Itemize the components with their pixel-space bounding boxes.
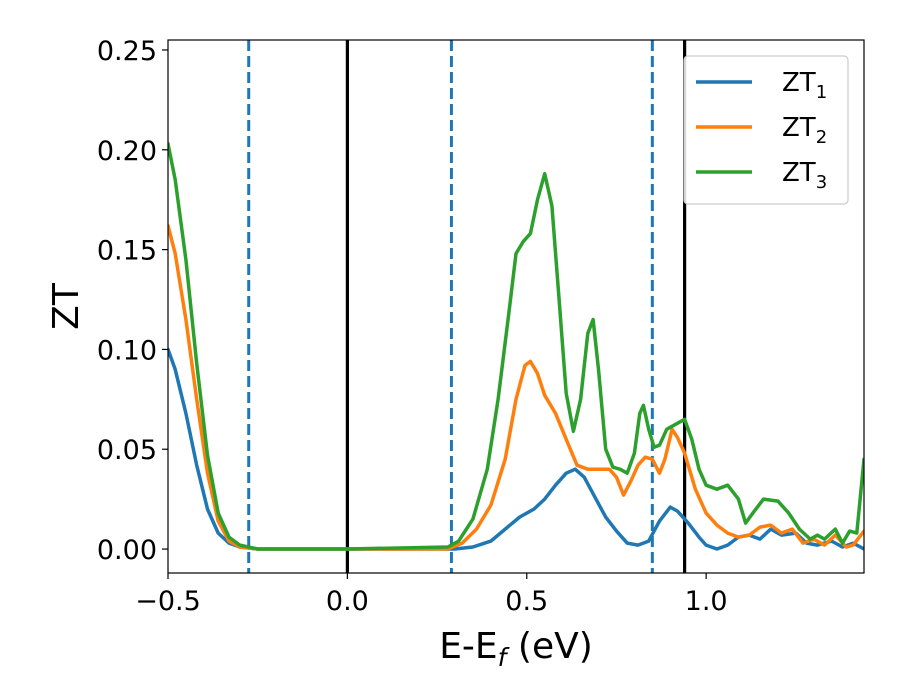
y-tick-label: 0.10 (97, 335, 157, 366)
legend-box (683, 55, 849, 205)
y-axis-title: ZT (46, 282, 87, 330)
y-axis-ticks: 0.00 0.05 0.10 0.15 0.20 0.25 (97, 36, 168, 566)
legend-label-zt3: ZT3 (782, 158, 827, 193)
series-line-zt1 (168, 347, 864, 551)
y-tick-label: 0.15 (97, 236, 157, 267)
series-lines (168, 142, 864, 551)
y-tick-label: 0.20 (97, 136, 157, 167)
legend-label-zt1: ZT1 (782, 68, 827, 103)
legend: ZT1 ZT2 ZT3 (683, 55, 849, 205)
y-tick-label: 0.00 (97, 535, 157, 566)
x-tick-label: 0.5 (505, 586, 548, 617)
x-axis-ticks: −0.5 0.0 0.5 1.0 (135, 573, 728, 617)
x-tick-label: −0.5 (135, 586, 201, 617)
x-axis-title: E-Ef (eV) (439, 626, 593, 672)
series-line-zt2 (168, 223, 864, 551)
plot-frame (167, 39, 865, 574)
x-tick-label: 1.0 (685, 586, 728, 617)
y-tick-label: 0.25 (97, 36, 157, 67)
x-tick-label: 0.0 (326, 586, 369, 617)
vertical-reference-lines (247, 40, 687, 573)
y-tick-label: 0.05 (97, 435, 157, 466)
legend-label-zt2: ZT2 (782, 113, 827, 148)
series-line-zt3 (168, 142, 864, 551)
